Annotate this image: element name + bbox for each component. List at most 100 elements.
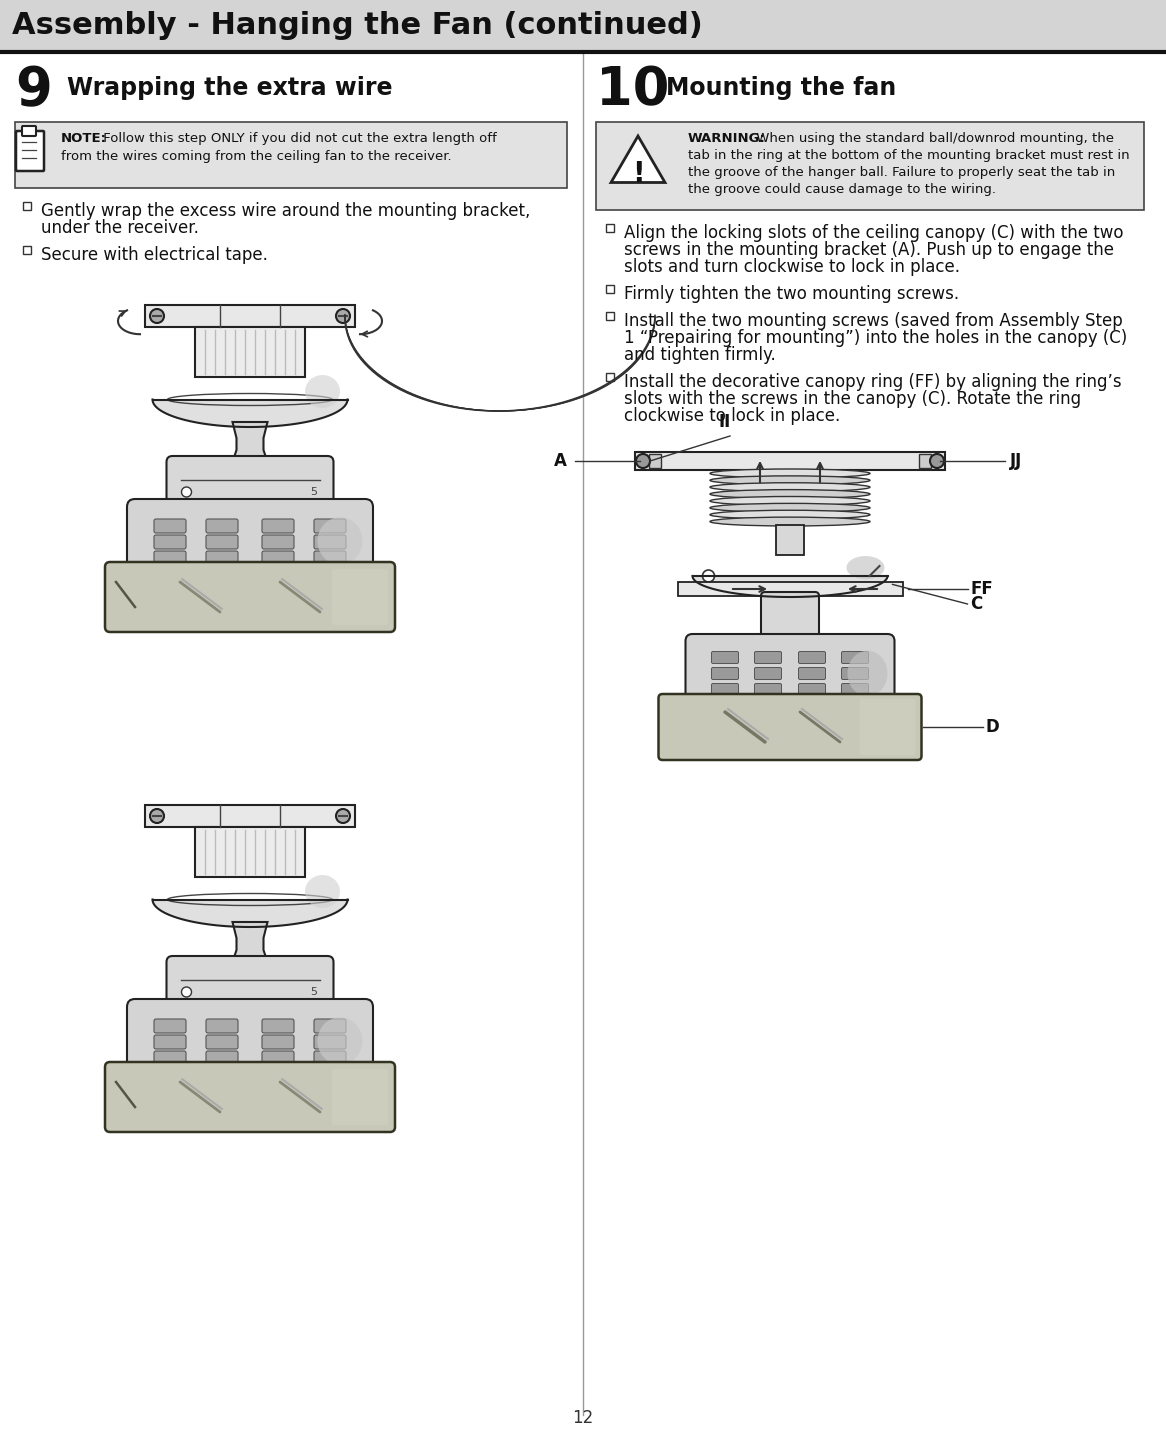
Text: 9: 9	[15, 64, 51, 116]
FancyBboxPatch shape	[206, 1020, 238, 1032]
FancyBboxPatch shape	[105, 561, 395, 632]
FancyBboxPatch shape	[799, 652, 826, 663]
Bar	[777, 526, 805, 556]
Text: Install the decorative canopy ring (FF) by aligning the ring’s: Install the decorative canopy ring (FF) …	[624, 372, 1122, 391]
Text: C: C	[970, 596, 983, 613]
Text: 10: 10	[596, 64, 669, 116]
Text: Install the two mounting screws (saved from Assembly Step: Install the two mounting screws (saved f…	[624, 312, 1123, 329]
FancyBboxPatch shape	[127, 1000, 373, 1083]
Bar	[145, 805, 354, 828]
Text: tab in the ring at the bottom of the mounting bracket must rest in: tab in the ring at the bottom of the mou…	[688, 149, 1130, 162]
Text: JJ: JJ	[1010, 453, 1023, 470]
FancyBboxPatch shape	[754, 652, 781, 663]
FancyBboxPatch shape	[206, 551, 238, 566]
Ellipse shape	[710, 490, 870, 498]
Text: 5: 5	[310, 987, 317, 997]
FancyBboxPatch shape	[314, 1051, 346, 1065]
Bar	[649, 454, 661, 468]
FancyBboxPatch shape	[105, 1063, 395, 1133]
FancyBboxPatch shape	[659, 695, 921, 760]
Bar	[596, 122, 1144, 211]
Bar	[195, 828, 305, 876]
FancyBboxPatch shape	[842, 652, 869, 663]
FancyBboxPatch shape	[761, 591, 819, 644]
FancyBboxPatch shape	[154, 1020, 187, 1032]
FancyBboxPatch shape	[206, 518, 238, 533]
Text: 12: 12	[573, 1409, 593, 1428]
Text: Align the locking slots of the ceiling canopy (C) with the two: Align the locking slots of the ceiling c…	[624, 223, 1124, 242]
FancyBboxPatch shape	[262, 1020, 294, 1032]
Ellipse shape	[710, 517, 870, 526]
Text: D: D	[985, 717, 999, 736]
FancyBboxPatch shape	[127, 498, 373, 583]
Polygon shape	[232, 922, 267, 962]
Bar	[23, 202, 31, 211]
FancyBboxPatch shape	[154, 1051, 187, 1065]
Ellipse shape	[710, 510, 870, 520]
FancyBboxPatch shape	[314, 551, 346, 566]
Text: from the wires coming from the ceiling fan to the receiver.: from the wires coming from the ceiling f…	[61, 150, 451, 163]
FancyBboxPatch shape	[799, 667, 826, 680]
Circle shape	[182, 987, 191, 997]
Text: 1 “Prepairing for mounting”) into the holes in the canopy (C): 1 “Prepairing for mounting”) into the ho…	[624, 329, 1128, 347]
Bar	[145, 305, 354, 326]
Ellipse shape	[710, 497, 870, 505]
Circle shape	[702, 570, 715, 581]
Text: Follow this step ONLY if you did not cut the extra length off: Follow this step ONLY if you did not cut…	[99, 132, 497, 145]
FancyBboxPatch shape	[314, 536, 346, 548]
Text: FF: FF	[970, 580, 993, 599]
Bar	[606, 223, 614, 232]
Text: 5: 5	[310, 487, 317, 497]
Ellipse shape	[317, 517, 363, 564]
FancyBboxPatch shape	[154, 518, 187, 533]
FancyBboxPatch shape	[686, 634, 894, 713]
Ellipse shape	[305, 875, 340, 908]
Text: Firmly tighten the two mounting screws.: Firmly tighten the two mounting screws.	[624, 285, 960, 304]
FancyBboxPatch shape	[842, 667, 869, 680]
Polygon shape	[693, 576, 887, 597]
Circle shape	[635, 454, 649, 468]
Text: and tighten firmly.: and tighten firmly.	[624, 347, 775, 364]
Bar	[0, 0, 1166, 52]
Circle shape	[182, 487, 191, 497]
FancyBboxPatch shape	[859, 699, 915, 755]
FancyBboxPatch shape	[22, 126, 36, 136]
Bar	[677, 581, 902, 596]
FancyBboxPatch shape	[314, 518, 346, 533]
FancyBboxPatch shape	[799, 683, 826, 696]
FancyBboxPatch shape	[262, 518, 294, 533]
Ellipse shape	[847, 556, 885, 579]
Ellipse shape	[710, 475, 870, 485]
FancyBboxPatch shape	[262, 1051, 294, 1065]
Text: clockwise to lock in place.: clockwise to lock in place.	[624, 407, 841, 425]
FancyBboxPatch shape	[332, 569, 388, 624]
Text: slots with the screws in the canopy (C). Rotate the ring: slots with the screws in the canopy (C).…	[624, 390, 1081, 408]
Text: WARNING:: WARNING:	[688, 132, 766, 145]
Text: When using the standard ball/downrod mounting, the: When using the standard ball/downrod mou…	[752, 132, 1114, 145]
Text: Secure with electrical tape.: Secure with electrical tape.	[41, 246, 268, 263]
FancyBboxPatch shape	[206, 1051, 238, 1065]
FancyBboxPatch shape	[332, 1070, 388, 1126]
FancyBboxPatch shape	[167, 455, 333, 518]
FancyBboxPatch shape	[711, 652, 738, 663]
FancyBboxPatch shape	[154, 536, 187, 548]
Ellipse shape	[317, 1017, 363, 1065]
Text: the groove could cause damage to the wiring.: the groove could cause damage to the wir…	[688, 183, 996, 196]
Text: A: A	[554, 453, 567, 470]
FancyBboxPatch shape	[842, 683, 869, 696]
FancyBboxPatch shape	[314, 1035, 346, 1050]
Text: Assembly - Hanging the Fan (continued): Assembly - Hanging the Fan (continued)	[12, 11, 703, 40]
FancyBboxPatch shape	[711, 667, 738, 680]
Circle shape	[150, 809, 164, 823]
FancyBboxPatch shape	[16, 130, 44, 170]
Bar	[606, 285, 614, 294]
Text: the groove of the hanger ball. Failure to properly seat the tab in: the groove of the hanger ball. Failure t…	[688, 166, 1115, 179]
Circle shape	[336, 809, 350, 823]
Bar	[635, 453, 944, 470]
Circle shape	[930, 454, 944, 468]
Polygon shape	[232, 422, 267, 463]
FancyBboxPatch shape	[206, 536, 238, 548]
FancyBboxPatch shape	[262, 536, 294, 548]
Circle shape	[150, 309, 164, 324]
FancyBboxPatch shape	[754, 667, 781, 680]
